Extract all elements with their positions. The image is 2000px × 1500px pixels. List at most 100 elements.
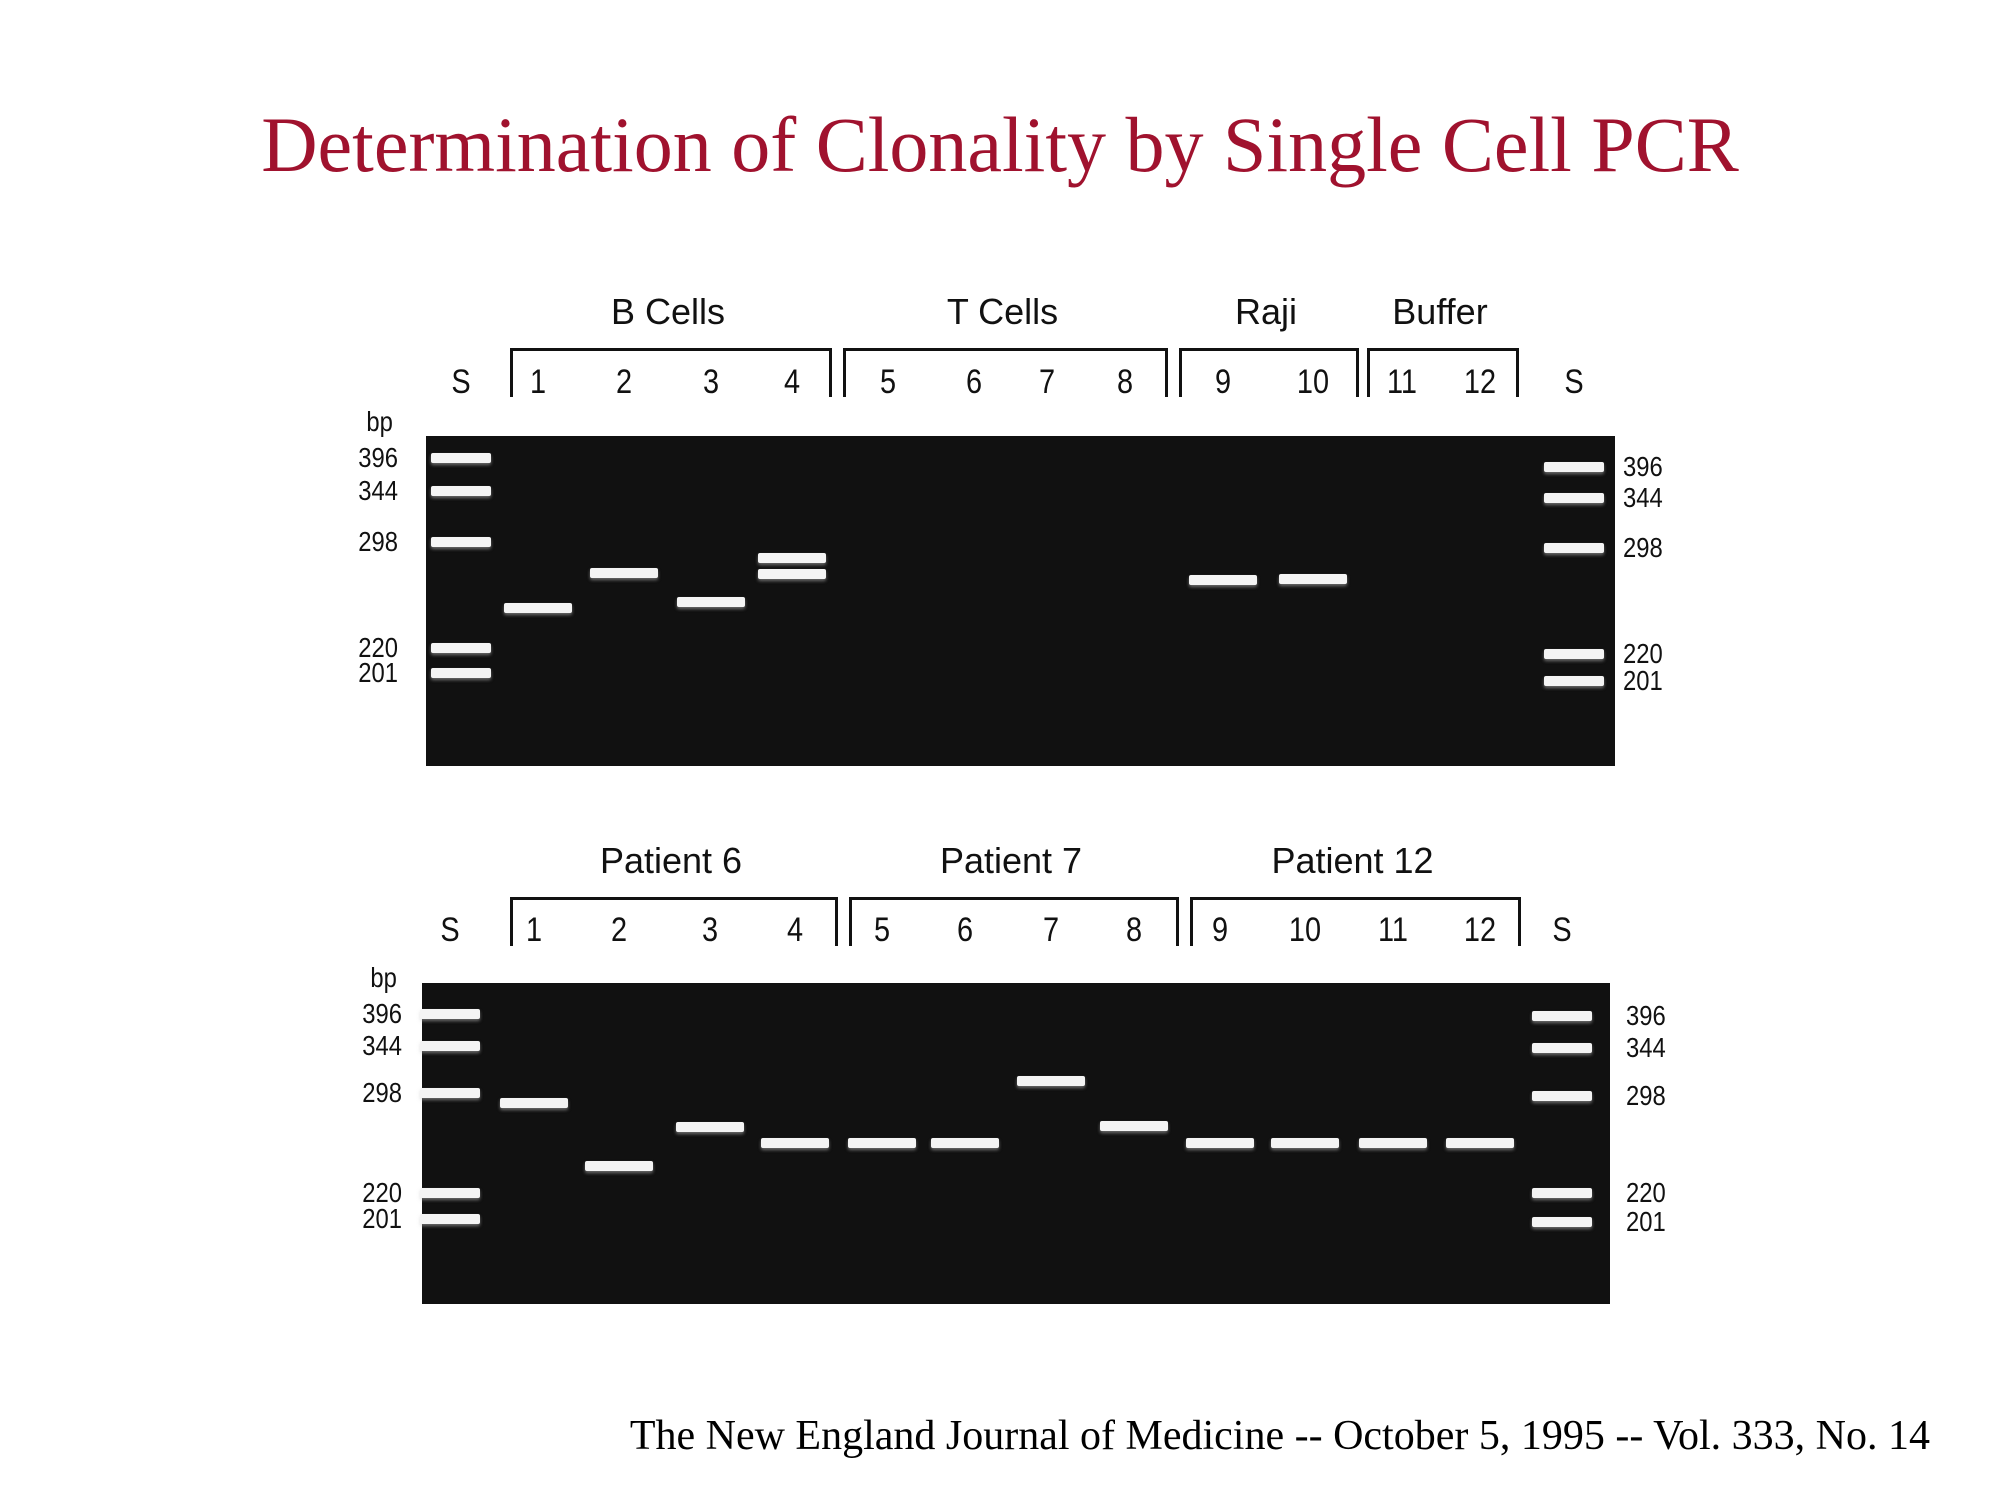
marker-size-label-right: 220	[1623, 638, 1663, 669]
lane-group-label: Raji	[1234, 291, 1298, 332]
pcr-band-lane-11	[1359, 1138, 1427, 1149]
lane-number-label: 1	[525, 911, 543, 949]
pcr-band-lane-9	[1186, 1138, 1254, 1149]
marker-band	[420, 1041, 480, 1051]
marker-size-label-left: 298	[358, 526, 398, 557]
marker-band	[1544, 462, 1604, 472]
lane-number-label: 5	[873, 911, 891, 949]
lane-number-label: 10	[1288, 911, 1322, 949]
lane-group-label: T Cells	[946, 291, 1059, 332]
marker-band	[1532, 1188, 1592, 1198]
marker-band	[1532, 1011, 1592, 1021]
marker-band	[420, 1009, 480, 1019]
marker-size-label-right: 396	[1626, 1000, 1666, 1031]
lane-number-label: 7	[1038, 363, 1056, 401]
lane-number-label: 11	[1386, 363, 1418, 401]
marker-band	[420, 1188, 480, 1198]
marker-size-label-left: 396	[362, 998, 402, 1029]
standard-lane-label: S	[1552, 911, 1572, 949]
lane-group-label: B Cells	[610, 291, 726, 332]
lane-number-label: 2	[610, 911, 628, 949]
pcr-band-lane-3	[677, 596, 745, 607]
lane-group-bracket	[1179, 348, 1359, 397]
marker-band	[431, 537, 491, 547]
lane-number-label: 6	[956, 911, 974, 949]
pcr-band-lane-4	[758, 552, 826, 563]
lane-number-label: 5	[879, 363, 897, 401]
marker-band	[1544, 649, 1604, 659]
pcr-band-lane-1	[500, 1098, 568, 1109]
marker-size-label-right: 201	[1623, 665, 1663, 696]
standard-lane-label: S	[440, 911, 460, 949]
bp-unit-label: bp	[366, 406, 393, 437]
lane-number-label: 3	[702, 363, 720, 401]
marker-band	[1532, 1091, 1592, 1101]
lane-group-bracket	[510, 897, 838, 946]
marker-band	[431, 668, 491, 678]
pcr-band-lane-7	[1017, 1076, 1085, 1087]
lane-group-label: Patient 12	[1271, 840, 1434, 881]
lane-number-label: 1	[529, 363, 547, 401]
lane-group-bracket	[843, 348, 1168, 397]
pcr-band-lane-1	[504, 602, 572, 613]
lane-number-label: 8	[1125, 911, 1143, 949]
agarose-gel-image	[426, 436, 1615, 766]
pcr-band-lane-10	[1279, 574, 1347, 585]
slide-title: Determination of Clonality by Single Cel…	[261, 101, 1739, 188]
pcr-band-lane-2	[585, 1160, 653, 1171]
pcr-band-lane-10	[1271, 1138, 1339, 1149]
marker-size-label-right: 220	[1626, 1177, 1666, 1208]
lane-group-label: Buffer	[1392, 291, 1488, 332]
pcr-band-lane-4	[758, 568, 826, 579]
marker-band	[1544, 493, 1604, 503]
pcr-band-lane-6	[931, 1138, 999, 1149]
lane-number-label: 8	[1116, 363, 1134, 401]
pcr-band-lane-9	[1189, 575, 1257, 586]
standard-lane-label: S	[1564, 363, 1584, 401]
marker-size-label-right: 344	[1623, 482, 1663, 513]
lane-number-label: 9	[1211, 911, 1229, 949]
pcr-band-lane-5	[848, 1138, 916, 1149]
lane-group-bracket	[510, 348, 832, 397]
marker-size-label-left: 201	[362, 1203, 402, 1234]
lane-number-label: 7	[1042, 911, 1060, 949]
marker-size-label-left: 298	[362, 1077, 402, 1108]
marker-size-label-left: 344	[362, 1030, 402, 1061]
marker-size-label-right: 201	[1626, 1206, 1666, 1237]
citation: The New England Journal of Medicine -- O…	[629, 1413, 1930, 1459]
lane-number-label: 4	[783, 363, 801, 401]
marker-size-label-left: 344	[358, 475, 398, 506]
agarose-gel-image	[420, 983, 1610, 1304]
marker-band	[1544, 676, 1604, 686]
marker-band	[420, 1088, 480, 1098]
marker-band	[1532, 1043, 1592, 1053]
pcr-band-lane-8	[1100, 1120, 1168, 1131]
bp-unit-label: bp	[370, 962, 397, 993]
lane-number-label: 3	[701, 911, 719, 949]
marker-size-label-left: 396	[358, 442, 398, 473]
pcr-band-lane-2	[590, 567, 658, 578]
pcr-band-lane-12	[1446, 1138, 1514, 1149]
marker-size-label-right: 298	[1626, 1080, 1666, 1111]
marker-size-label-left: 220	[358, 632, 398, 663]
lane-group-bracket	[1190, 897, 1521, 946]
lane-number-label: 9	[1214, 363, 1232, 401]
lane-group-label: Patient 7	[939, 840, 1083, 881]
lane-number-label: 12	[1463, 363, 1497, 401]
lane-number-label: 2	[615, 363, 633, 401]
marker-band	[431, 643, 491, 653]
pcr-band-lane-3	[676, 1121, 744, 1132]
marker-band	[1532, 1217, 1592, 1227]
lane-group-label: Patient 6	[599, 840, 743, 881]
lane-number-label: 10	[1296, 363, 1330, 401]
pcr-band-lane-4	[761, 1138, 829, 1149]
lane-number-label: 6	[965, 363, 983, 401]
lane-number-label: 4	[786, 911, 804, 949]
marker-size-label-right: 344	[1626, 1032, 1666, 1063]
lane-group-bracket	[1367, 348, 1519, 397]
marker-size-label-right: 396	[1623, 451, 1663, 482]
marker-size-label-right: 298	[1623, 532, 1663, 563]
lane-number-label: 11	[1377, 911, 1409, 949]
marker-size-label-left: 201	[358, 657, 398, 688]
marker-band	[431, 453, 491, 463]
